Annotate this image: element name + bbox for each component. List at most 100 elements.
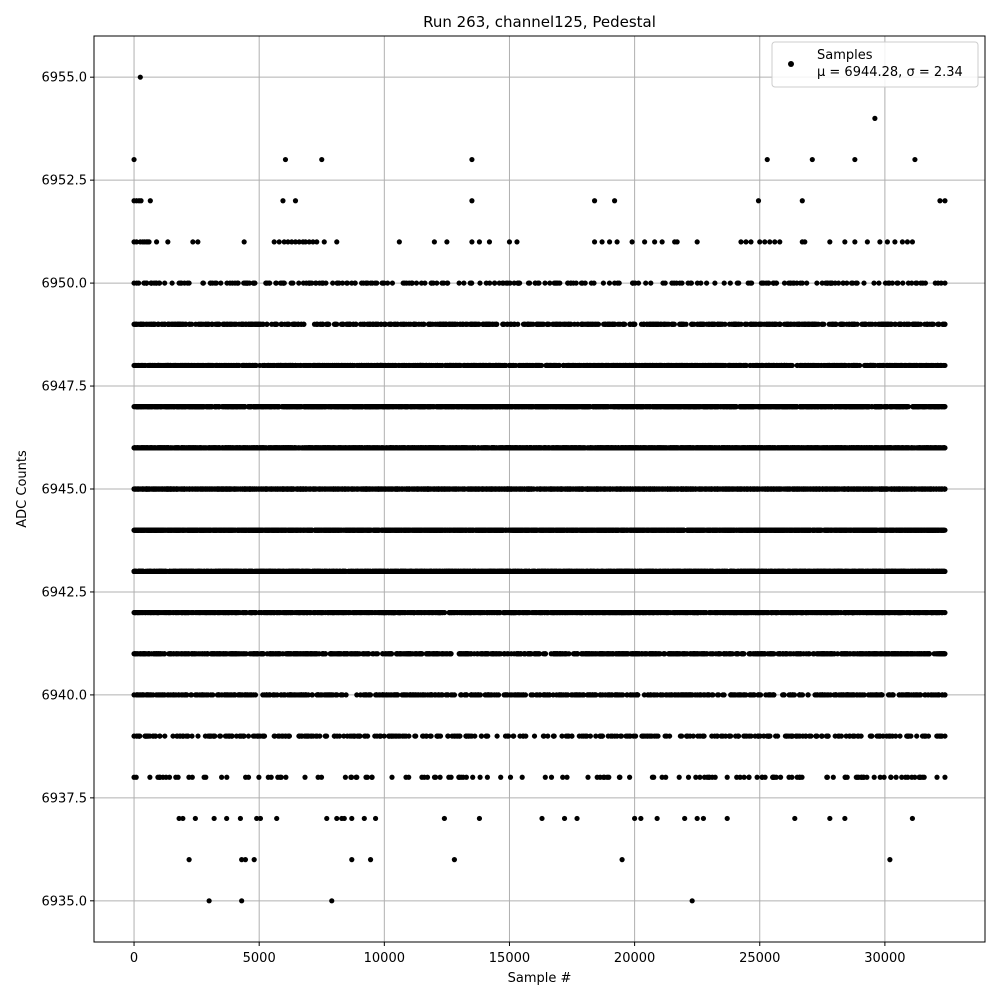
- data-point: [935, 733, 941, 739]
- data-point: [188, 692, 195, 698]
- data-point: [257, 733, 263, 739]
- data-point: [843, 733, 849, 739]
- data-point: [271, 733, 277, 739]
- data-point: [349, 815, 355, 822]
- data-point: [647, 651, 653, 657]
- data-point: [147, 609, 154, 616]
- data-point: [307, 651, 313, 657]
- data-point: [485, 692, 491, 698]
- data-point: [665, 609, 671, 616]
- data-point: [302, 774, 308, 780]
- data-point: [636, 609, 643, 616]
- data-point: [934, 609, 940, 616]
- data-point: [431, 239, 437, 245]
- data-point: [709, 651, 715, 657]
- data-point: [155, 651, 161, 657]
- data-point: [282, 156, 289, 163]
- data-point: [792, 815, 798, 822]
- data-point: [937, 198, 943, 204]
- data-point: [182, 609, 188, 616]
- data-point: [702, 651, 708, 657]
- data-point: [653, 733, 659, 739]
- data-point: [844, 651, 850, 657]
- data-point: [762, 239, 768, 245]
- data-point: [443, 692, 449, 698]
- data-point: [204, 651, 210, 657]
- data-point: [791, 651, 797, 657]
- data-point: [889, 733, 896, 739]
- data-point: [309, 733, 315, 739]
- data-point: [606, 239, 613, 245]
- data-point: [942, 609, 948, 616]
- data-point: [464, 651, 470, 657]
- data-point: [627, 733, 633, 739]
- data-point: [860, 692, 866, 698]
- data-point: [399, 692, 405, 698]
- data-point: [261, 733, 267, 739]
- data-point: [561, 815, 568, 822]
- data-point: [831, 692, 837, 698]
- data-point: [427, 692, 433, 698]
- data-point: [893, 774, 899, 780]
- data-point: [174, 733, 180, 739]
- data-point: [412, 733, 418, 739]
- data-point: [657, 651, 663, 657]
- data-point: [217, 733, 224, 739]
- data-point: [842, 609, 848, 616]
- data-point: [926, 651, 932, 657]
- data-point: [520, 733, 526, 739]
- data-point: [362, 692, 368, 698]
- data-point: [215, 692, 221, 698]
- data-point: [406, 774, 412, 780]
- data-point: [448, 609, 454, 616]
- data-point: [237, 815, 244, 822]
- data-point: [167, 609, 173, 616]
- data-point: [239, 857, 245, 863]
- data-point: [778, 774, 784, 780]
- data-point: [367, 857, 374, 863]
- data-point: [229, 733, 235, 739]
- data-point: [830, 774, 836, 780]
- data-point: [679, 692, 685, 698]
- data-point: [351, 609, 357, 616]
- data-point: [141, 609, 147, 616]
- data-point: [850, 609, 857, 616]
- data-point: [921, 774, 927, 780]
- data-point: [910, 609, 916, 616]
- data-point: [361, 815, 367, 822]
- data-point: [874, 651, 880, 657]
- data-point: [341, 815, 347, 822]
- data-point: [602, 609, 608, 616]
- data-point: [515, 692, 521, 698]
- data-point: [476, 815, 483, 822]
- data-point: [580, 651, 586, 657]
- data-point: [808, 609, 814, 616]
- data-point: [189, 733, 195, 739]
- data-point: [224, 774, 230, 780]
- data-point: [306, 239, 312, 245]
- data-point: [884, 239, 890, 245]
- data-point: [748, 733, 754, 739]
- data-point: [773, 609, 779, 616]
- data-point: [599, 651, 605, 657]
- data-point: [205, 692, 211, 698]
- data-point: [877, 239, 883, 245]
- data-point: [542, 651, 548, 657]
- data-point: [838, 692, 844, 698]
- data-point: [557, 609, 563, 616]
- data-point: [923, 609, 930, 616]
- data-point: [494, 609, 500, 616]
- data-point: [463, 733, 469, 739]
- data-point: [498, 774, 504, 780]
- data-point: [797, 733, 803, 739]
- data-point: [532, 651, 538, 657]
- data-point: [597, 774, 603, 780]
- data-point: [915, 692, 921, 698]
- data-point: [747, 651, 753, 657]
- data-point: [323, 692, 329, 698]
- data-point: [507, 774, 514, 780]
- data-point: [721, 651, 727, 657]
- data-point: [514, 239, 520, 245]
- data-point: [758, 651, 764, 657]
